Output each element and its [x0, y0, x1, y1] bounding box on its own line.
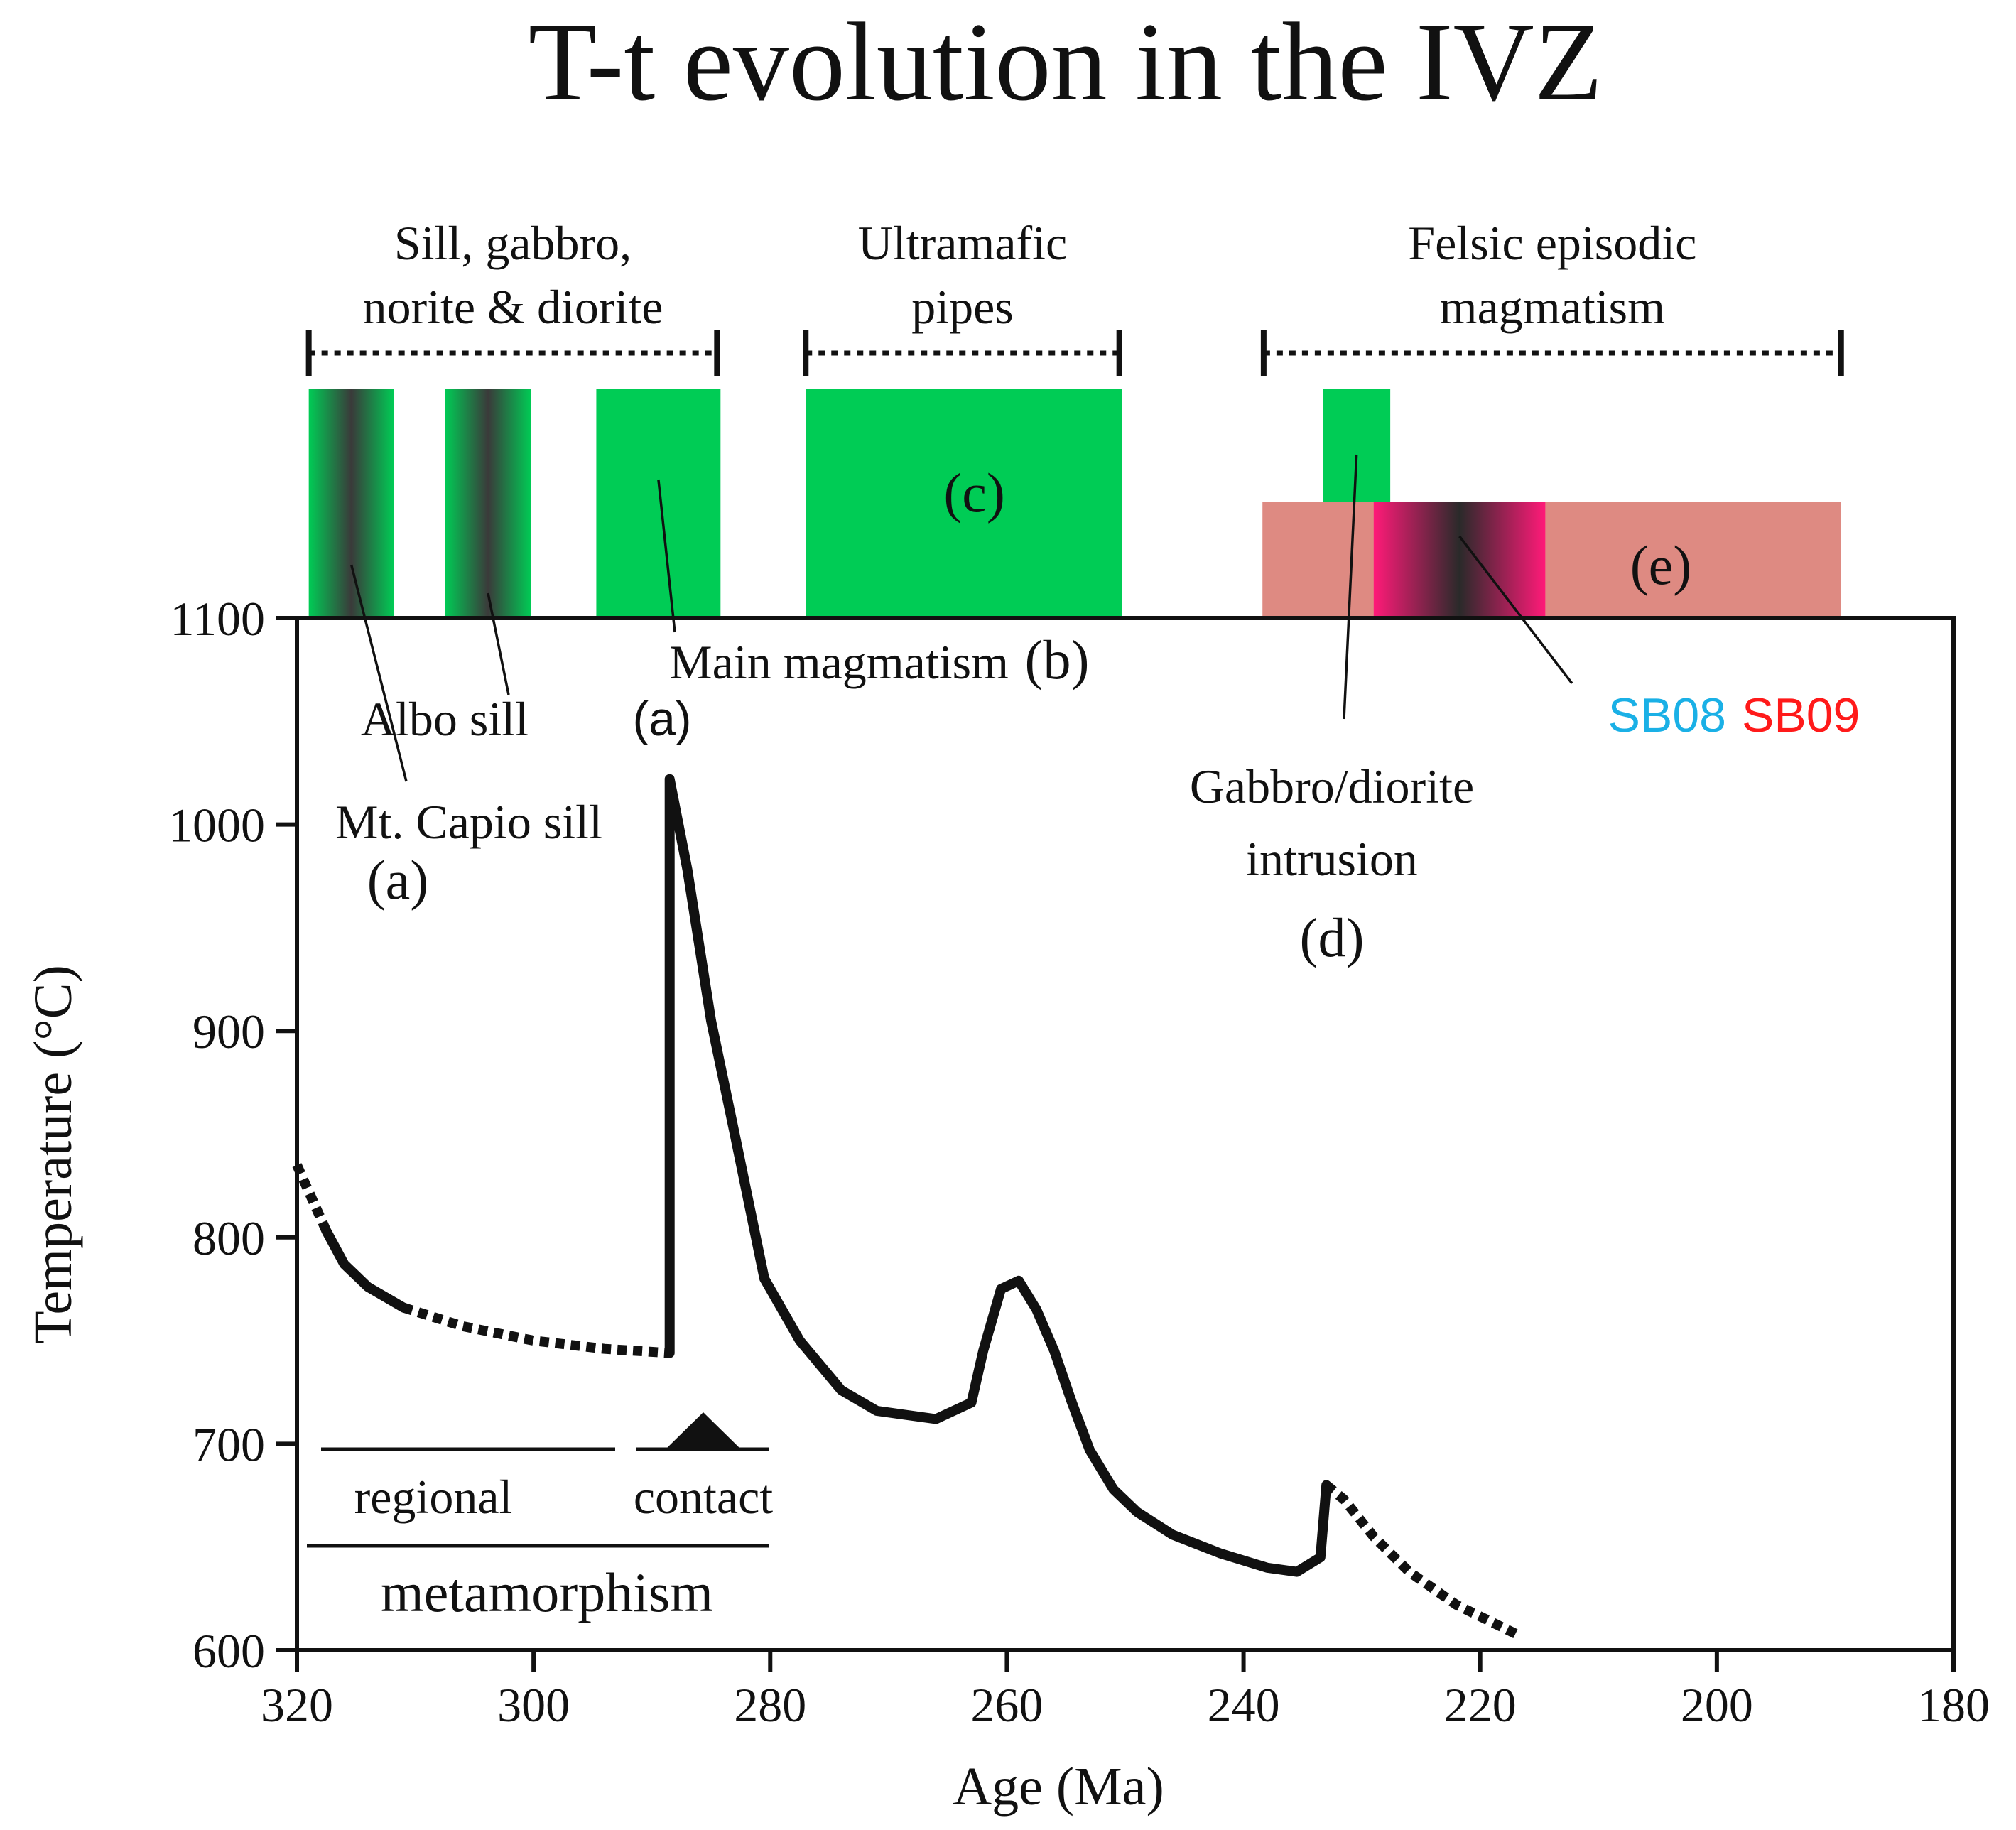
sb09-label: SB09: [1742, 688, 1860, 742]
mt-capio-label: Mt. Capio sill: [335, 795, 602, 849]
group-heading: magmatism: [1440, 280, 1665, 334]
gabbro-tag: (d): [1300, 906, 1365, 968]
leader-lines: [349, 454, 1573, 782]
annotation-labels: Mt. Capio sill(a)Albo sill (a)Main magmat…: [335, 462, 1860, 968]
metamorphism-label: metamorphism: [381, 1561, 713, 1623]
felsic-tag: (e): [1630, 534, 1692, 596]
x-tick-label: 180: [1917, 1678, 1990, 1732]
main-magmatism-label: Main magmatism: [669, 635, 1009, 689]
curve-dotted-segment: [1323, 1481, 1518, 1639]
albo-tag: (a): [632, 692, 691, 746]
group-heading: Felsic episodic: [1408, 216, 1696, 270]
sb08-label: SB08: [1608, 688, 1726, 742]
metamorphism-legend: regional contact metamorphism: [307, 1412, 773, 1623]
bar-ultramafic-pipes: [806, 389, 1122, 617]
y-tick-label: 1100: [170, 592, 265, 646]
main-magmatism-tag: (b): [1025, 629, 1090, 691]
x-tick-label: 220: [1444, 1678, 1517, 1732]
bar-main-magmatism: [596, 389, 721, 617]
leader-line: [1458, 535, 1573, 685]
chart-title: T-t evolution in the IVZ: [529, 0, 1603, 124]
contact-label: contact: [634, 1470, 773, 1524]
y-axis-label: Temperature (°C): [23, 965, 83, 1344]
curve-dotted-segment: [292, 1163, 331, 1233]
curve-solid-segment: [664, 774, 1332, 1577]
y-tick-label: 800: [193, 1211, 265, 1265]
x-tick-label: 300: [497, 1678, 570, 1732]
leader-line: [349, 564, 408, 782]
bar-felsic-episodic: [1262, 502, 1841, 617]
contact-triangle: [666, 1412, 741, 1449]
magmatism-bars: [308, 389, 1841, 617]
gabbro-label-line: intrusion: [1246, 832, 1418, 886]
bar-mt-capio-sill: [308, 389, 394, 617]
plot-frame: [295, 616, 1956, 1652]
y-tick-label: 700: [193, 1417, 265, 1471]
leader-line: [657, 479, 676, 633]
leader-line: [1343, 454, 1358, 720]
y-tick-label: 600: [193, 1624, 265, 1678]
mt-capio-tag: (a): [367, 849, 429, 911]
magmatic-group-ranges: Sill, gabbro, norite & diorite Ultramafic p…: [305, 216, 1844, 376]
y-tick-label: 900: [193, 1005, 265, 1059]
curve-dotted-segment: [401, 1302, 671, 1358]
gabbro-label-line: Gabbro/diorite: [1190, 759, 1474, 813]
curve-solid-segment: [321, 1226, 408, 1313]
group-heading: pipes: [911, 280, 1014, 334]
x-axis-label: Age (Ma): [953, 1757, 1164, 1817]
group-heading: Sill, gabbro,: [394, 216, 632, 270]
x-tick-label: 240: [1208, 1678, 1280, 1732]
tt-path: [292, 774, 1518, 1639]
x-tick-label: 320: [261, 1678, 333, 1732]
regional-label: regional: [354, 1470, 513, 1524]
leader-line: [487, 592, 510, 695]
group-heading: norite & diorite: [362, 280, 663, 334]
x-tick-label: 260: [970, 1678, 1043, 1732]
ultramafic-pipes-tag: (c): [943, 462, 1005, 524]
bar-sb08-sb09: [1373, 502, 1546, 617]
bar-albo-sill: [445, 389, 531, 617]
albo-label: Albo sill: [361, 692, 529, 746]
group-heading: Ultramafic: [858, 216, 1068, 270]
x-tick-label: 280: [734, 1678, 806, 1732]
y-tick-label: 1000: [168, 798, 265, 852]
x-tick-label: 200: [1681, 1678, 1753, 1732]
bar-gabbro-diorite-intrusion: [1323, 389, 1391, 506]
axes: 320 300 280 260 240 220 200 180 600 700 800 900 1000…: [168, 592, 1990, 1732]
